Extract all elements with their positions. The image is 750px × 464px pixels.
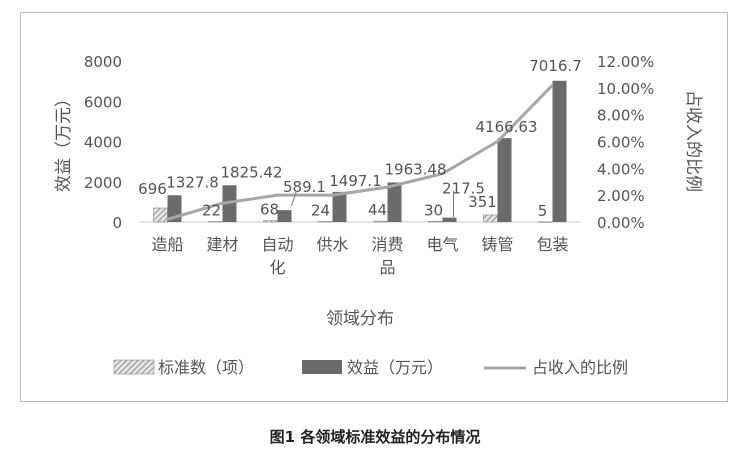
- legend-label-benefit: 效益（万元）: [347, 358, 443, 377]
- y-tick-label: 2000: [84, 174, 122, 192]
- bar-standards: [538, 221, 553, 223]
- x-tick-label: 自动化: [261, 235, 293, 277]
- legend-label-standards: 标准数（项）: [158, 358, 254, 377]
- data-label: 1825.42: [220, 163, 282, 181]
- bar-standards: [373, 220, 388, 223]
- y2-tick-label: 4.00%: [597, 160, 645, 178]
- legend-label-ratio: 占收入的比例: [532, 358, 628, 377]
- y2-tick-label: 2.00%: [597, 187, 645, 205]
- x-tick-label: 电气: [426, 235, 458, 254]
- data-label: 1497.1: [329, 172, 382, 190]
- y-axis-title: 效益（万元）: [54, 90, 74, 192]
- x-tick-label: 造船: [151, 235, 183, 254]
- bar-benefit: [332, 191, 347, 222]
- y2-tick-label: 6.00%: [597, 134, 645, 152]
- data-label: 589.1: [283, 178, 326, 196]
- bar-standards: [483, 214, 498, 223]
- leader-line: [291, 190, 297, 207]
- data-label: 217.5: [442, 180, 485, 198]
- data-label: 30: [424, 201, 443, 219]
- x-tick-label: 铸管: [481, 235, 513, 254]
- figure-frame: [20, 12, 728, 402]
- data-label: 44: [368, 201, 387, 219]
- y-tick-label: 8000: [84, 53, 122, 71]
- x-tick-label: 供水: [316, 235, 348, 254]
- bar-standards: [428, 221, 443, 223]
- legend-swatch-standards: [113, 359, 155, 375]
- data-label: 1963.48: [384, 160, 446, 178]
- x-tick-label: 建材: [206, 235, 238, 254]
- y2-axis-title: 占收入的比例: [683, 90, 703, 192]
- x-tick-label: 包装: [536, 235, 568, 254]
- data-label: 22: [202, 202, 221, 220]
- y-tick-label: 6000: [84, 93, 122, 111]
- data-label: 696: [138, 180, 167, 198]
- bar-benefit: [442, 217, 457, 222]
- bar-benefit: [552, 80, 567, 222]
- figure-caption: 图1 各领域标准效益的分布情况: [269, 428, 481, 446]
- y2-tick-label: 0.00%: [597, 214, 645, 232]
- data-label: 24: [311, 202, 330, 220]
- y2-tick-label: 12.00%: [597, 53, 654, 71]
- y-tick-label: 4000: [84, 134, 122, 152]
- data-label: 7016.7: [529, 57, 582, 75]
- legend-swatch-benefit: [302, 360, 342, 374]
- y-tick-label: 0: [112, 214, 122, 232]
- x-tick-label: 消费品: [371, 235, 403, 277]
- data-label: 4166.63: [475, 118, 537, 136]
- y2-tick-label: 10.00%: [597, 80, 654, 98]
- data-label: 68: [260, 201, 279, 219]
- data-label: 5: [538, 202, 548, 220]
- bar-benefit: [497, 138, 512, 222]
- y2-tick-label: 8.00%: [597, 107, 645, 125]
- bar-benefit: [387, 182, 402, 222]
- bar-standards: [263, 220, 278, 223]
- x-axis-title: 领域分布: [326, 309, 394, 329]
- bar-standards: [208, 221, 223, 223]
- bar-benefit: [277, 210, 292, 222]
- data-label: 1327.8: [166, 173, 219, 191]
- data-label: 351: [468, 193, 497, 211]
- line-revenue-ratio: [167, 84, 554, 221]
- bar-standards: [318, 221, 333, 223]
- bar-standards: [153, 207, 168, 223]
